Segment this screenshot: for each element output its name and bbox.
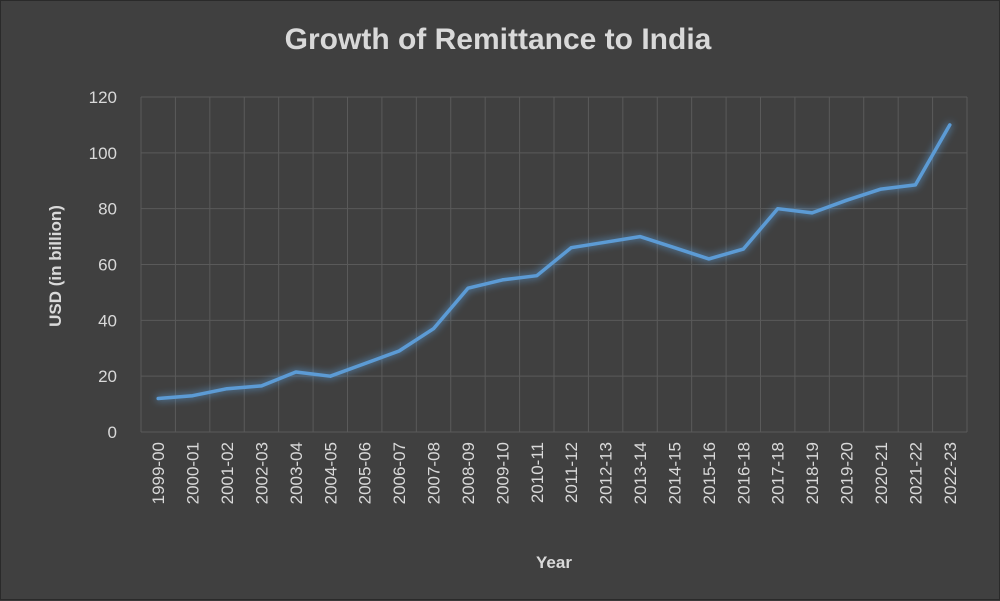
x-axis-ticks: 1999-00 2000-01 2001-02 2002-03 2003-04 2004-… bbox=[149, 442, 960, 504]
data-point bbox=[500, 278, 504, 282]
x-tick-label: 1999-00 bbox=[149, 442, 168, 504]
data-point bbox=[259, 384, 263, 388]
data-point bbox=[363, 362, 367, 366]
x-tick-label: 2009-10 bbox=[493, 442, 512, 504]
data-point bbox=[707, 257, 711, 261]
x-tick-label: 2010-11 bbox=[528, 442, 547, 503]
data-point bbox=[672, 246, 676, 250]
y-tick-label: 120 bbox=[89, 88, 117, 107]
y-tick-label: 0 bbox=[108, 423, 117, 442]
data-point bbox=[535, 274, 539, 278]
x-tick-label: 2016-18 bbox=[734, 442, 753, 504]
series-layer bbox=[156, 123, 952, 401]
data-point bbox=[397, 349, 401, 353]
data-point bbox=[569, 246, 573, 250]
series-line bbox=[156, 123, 952, 401]
x-tick-label: 2014-15 bbox=[665, 442, 684, 504]
data-point bbox=[466, 286, 470, 290]
y-tick-label: 40 bbox=[98, 311, 117, 330]
chart-title: Growth of Remittance to India bbox=[285, 23, 712, 56]
data-point bbox=[776, 207, 780, 211]
x-axis-label: Year bbox=[536, 553, 572, 572]
data-point bbox=[913, 183, 917, 187]
data-point bbox=[638, 235, 642, 239]
x-tick-label: 2005-06 bbox=[356, 442, 375, 504]
x-tick-label: 2001-02 bbox=[218, 442, 237, 504]
y-tick-label: 80 bbox=[98, 200, 117, 219]
x-tick-label: 2012-13 bbox=[597, 442, 616, 504]
data-point bbox=[225, 387, 229, 391]
x-tick-label: 2015-16 bbox=[700, 442, 719, 504]
x-tick-label: 2019-20 bbox=[838, 442, 857, 504]
x-tick-label: 2020-21 bbox=[872, 442, 891, 504]
data-point bbox=[604, 240, 608, 244]
x-tick-label: 2003-04 bbox=[287, 442, 306, 504]
data-point bbox=[810, 211, 814, 215]
y-axis-label: USD (in billion) bbox=[46, 205, 65, 327]
data-point bbox=[432, 327, 436, 331]
data-point bbox=[948, 123, 952, 127]
data-point bbox=[845, 198, 849, 202]
y-tick-label: 100 bbox=[89, 144, 117, 163]
x-tick-label: 2006-07 bbox=[390, 442, 409, 504]
data-point bbox=[741, 247, 745, 251]
y-tick-label: 60 bbox=[98, 256, 117, 275]
y-tick-label: 20 bbox=[98, 367, 117, 386]
x-tick-label: 2022-23 bbox=[941, 442, 960, 504]
x-tick-label: 2004-05 bbox=[321, 442, 340, 504]
grid-lines bbox=[140, 96, 968, 433]
x-tick-label: 2018-19 bbox=[803, 442, 822, 504]
x-tick-label: 2013-14 bbox=[631, 442, 650, 504]
x-tick-label: 2000-01 bbox=[184, 442, 203, 504]
x-tick-label: 2017-18 bbox=[769, 442, 788, 504]
x-tick-label: 2002-03 bbox=[252, 442, 271, 504]
x-tick-label: 2021-22 bbox=[906, 442, 925, 504]
data-point bbox=[879, 187, 883, 191]
y-axis-ticks: 0 20 40 60 80 100 120 bbox=[89, 88, 117, 442]
data-point bbox=[328, 374, 332, 378]
data-point bbox=[294, 370, 298, 374]
x-tick-label: 2007-08 bbox=[425, 442, 444, 504]
x-tick-label: 2008-09 bbox=[459, 442, 478, 504]
x-tick-label: 2011-12 bbox=[562, 442, 581, 503]
data-point bbox=[191, 394, 195, 398]
data-point bbox=[156, 397, 160, 400]
